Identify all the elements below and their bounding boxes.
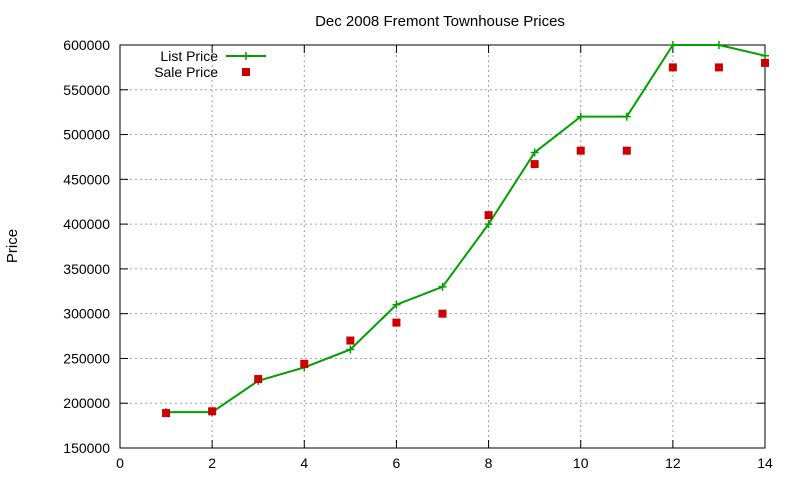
y-tick-label: 450000 (63, 171, 110, 187)
legend-label-sale-price: Sale Price (154, 64, 218, 80)
x-tick-label: 8 (485, 455, 493, 471)
legend-label-list-price: List Price (160, 48, 218, 64)
y-tick-label: 300000 (63, 306, 110, 322)
list-price-series (162, 41, 769, 417)
sale-price-point (162, 409, 171, 418)
x-tick-label: 12 (665, 455, 681, 471)
series-layer (162, 41, 769, 418)
list-price-line (166, 44, 766, 414)
chart-title: Dec 2008 Fremont Townhouse Prices (315, 13, 565, 30)
list-price-point (392, 300, 401, 309)
sale-price-point (576, 146, 585, 155)
y-axis-label: Price (4, 229, 21, 263)
legend-marker-sale-price (242, 68, 250, 76)
grid-lines (120, 45, 765, 448)
sale-price-point (208, 407, 217, 416)
y-tick-label: 150000 (63, 440, 110, 456)
x-tick-label: 10 (573, 455, 589, 471)
list-price-point (714, 41, 723, 49)
x-tick-label: 6 (393, 455, 401, 471)
y-tick-label: 400000 (63, 216, 110, 232)
list-price-point (622, 112, 631, 121)
list-price-point (530, 148, 539, 157)
x-tick-label: 4 (300, 455, 308, 471)
sale-price-point (254, 375, 263, 384)
sale-price-series (162, 58, 769, 418)
sale-price-point (530, 160, 539, 169)
list-price-point (438, 282, 447, 291)
y-tick-label: 350000 (63, 261, 110, 277)
list-price-point (668, 41, 677, 49)
legend-marker-list-price (242, 52, 250, 60)
y-tick-label: 550000 (63, 82, 110, 98)
x-tick-label: 2 (208, 455, 216, 471)
list-price-point (346, 345, 355, 354)
x-tick-label: 0 (116, 455, 124, 471)
sale-price-point (622, 146, 631, 155)
list-price-point (576, 112, 585, 121)
sale-price-point (484, 211, 493, 220)
y-tick-label: 600000 (63, 37, 110, 53)
tick-labels: 0 2 4 6 8 10 12 14 150000 200000 250000 300000 35000… (63, 37, 773, 471)
y-tick-label: 250000 (63, 350, 110, 366)
x-tick-label: 14 (757, 455, 773, 471)
sale-price-point (668, 63, 677, 72)
y-tick-label: 200000 (63, 395, 110, 411)
sale-price-point (714, 63, 723, 72)
sale-price-point (761, 58, 769, 67)
sale-price-point (438, 309, 447, 318)
list-price-point (761, 51, 769, 60)
sale-price-point (346, 336, 355, 345)
y-tick-label: 500000 (63, 127, 110, 143)
list-price-point (484, 220, 493, 229)
plot-frame (119, 44, 766, 449)
axis-ticks (119, 44, 766, 449)
sale-price-point (392, 318, 401, 327)
sale-price-point (300, 359, 309, 368)
